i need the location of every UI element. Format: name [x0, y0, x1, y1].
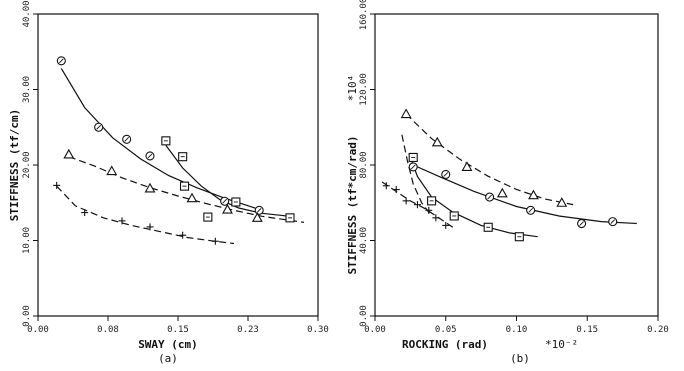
x-tick-label: 0.00: [364, 325, 386, 335]
data-point-triangle: [106, 165, 118, 176]
data-point-plus: [382, 182, 390, 190]
data-point-triangle: [63, 148, 75, 159]
panel-label-b: (b): [510, 352, 530, 365]
data-point-circle: [254, 205, 264, 215]
series-line-extra: [401, 134, 433, 217]
data-point-square: [231, 197, 241, 207]
series-lines-b: [381, 113, 637, 238]
data-point-square: [483, 222, 493, 232]
plot-frame-b: [374, 13, 659, 317]
data-point-plus: [442, 221, 450, 229]
data-point-triangle: [144, 182, 156, 193]
y-axis-label-a: STIFFNESS (tf/cm): [8, 109, 21, 222]
data-point-square: [449, 211, 459, 221]
x-tick-label: 0.08: [97, 325, 119, 335]
chart-panel-b: 0.00 0.05 0.10 0.15 0.20 0.00 40.00 80.00 120.00…: [346, 0, 669, 365]
data-point-circle: [408, 162, 418, 172]
data-point-plus: [179, 231, 187, 239]
data-point-circle: [526, 205, 536, 215]
panel-label-a: (a): [158, 352, 178, 365]
data-point-plus: [53, 181, 61, 189]
data-point-circle: [94, 122, 104, 132]
plot-frame-a: [37, 13, 319, 317]
data-point-triangle: [496, 187, 508, 198]
data-point-circle: [56, 56, 66, 66]
data-point-square: [161, 136, 171, 146]
y-tick-label: 80.00: [359, 151, 369, 178]
data-point-circle: [145, 151, 155, 161]
series-markers-a: [53, 56, 295, 245]
data-point-circle: [122, 134, 132, 144]
y-tick-label: 40.00: [22, 0, 32, 27]
x-tick-label: 0.23: [237, 325, 259, 335]
data-point-plus: [146, 223, 154, 231]
series-markers-b: [382, 108, 618, 242]
y-multiplier-label-b: *10⁴: [346, 75, 359, 102]
data-point-circle: [608, 217, 618, 227]
data-point-square: [179, 181, 190, 191]
data-point-triangle: [186, 192, 198, 203]
y-tick-label: 0.00: [359, 305, 369, 327]
x-tick-label: 0.05: [435, 325, 457, 335]
y-tick-label: 120.00: [359, 73, 369, 106]
x-tick-label: 0.00: [27, 325, 49, 335]
data-point-triangle: [528, 189, 539, 200]
series-line-plus: [56, 185, 235, 245]
data-point-plus: [402, 197, 410, 205]
x-axis-label-a: SWAY (cm): [138, 338, 198, 351]
x-tick-label: 0.15: [576, 325, 598, 335]
data-point-plus: [118, 217, 126, 225]
series-line-triangle: [68, 156, 305, 223]
data-point-circle: [441, 169, 451, 179]
data-point-triangle: [556, 197, 568, 207]
data-point-triangle: [251, 212, 263, 222]
data-point-plus: [432, 214, 440, 222]
y-tick-label: 40.00: [359, 227, 369, 254]
data-point-plus: [392, 186, 400, 194]
data-point-circle: [485, 192, 495, 202]
series-line-circle: [60, 68, 258, 210]
data-point-square: [178, 152, 188, 162]
data-point-triangle: [400, 108, 412, 119]
axis-ticks-b: 0.00 0.05 0.10 0.15 0.20 0.00 40.00 80.00 120.00…: [359, 0, 669, 335]
x-tick-label: 0.10: [506, 325, 528, 335]
x-tick-label: 0.20: [647, 325, 669, 335]
x-tick-label: 0.15: [167, 325, 189, 335]
y-axis-label-b: STIFFNESS (tf*cm/rad): [346, 135, 359, 274]
data-point-square: [514, 232, 524, 242]
data-point-square: [427, 196, 437, 206]
data-point-square: [203, 212, 213, 222]
data-point-plus: [211, 237, 219, 245]
data-point-circle: [220, 196, 230, 206]
data-point-circle: [577, 218, 587, 229]
series-line-square: [408, 153, 538, 238]
series-line-triangle: [405, 113, 574, 206]
data-point-plus: [425, 206, 433, 214]
y-tick-label: 30.00: [22, 76, 32, 103]
y-tick-label: 20.00: [22, 151, 32, 178]
data-point-square: [285, 213, 295, 223]
data-point-triangle: [222, 203, 233, 214]
data-point-plus: [81, 209, 89, 217]
x-tick-label: 0.30: [307, 325, 329, 335]
data-point-square: [408, 152, 418, 162]
chart-panel-a: 0.00 0.08 0.15 0.23 0.30 0.00 10.00 20.00 30.00 4…: [8, 0, 329, 365]
data-point-plus: [413, 201, 421, 209]
series-line-circle: [412, 164, 637, 225]
axis-ticks-a: 0.00 0.08 0.15 0.23 0.30 0.00 10.00 20.00 30.00 4…: [22, 0, 329, 335]
data-point-triangle: [431, 136, 443, 147]
y-tick-label: 10.00: [22, 227, 32, 254]
y-tick-label: 160.00: [359, 0, 369, 30]
x-multiplier-label-b: *10⁻²: [545, 338, 578, 351]
y-tick-label: 0.00: [22, 305, 32, 327]
x-axis-label-b: ROCKING (rad): [402, 338, 488, 351]
data-point-triangle: [461, 161, 473, 171]
